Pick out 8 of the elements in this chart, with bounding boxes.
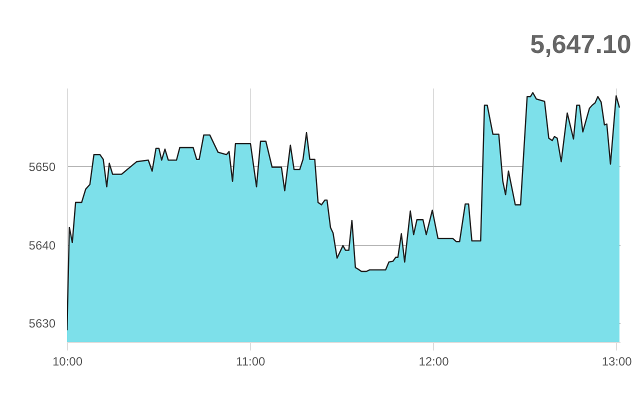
x-tick-label: 10:00	[52, 354, 83, 368]
y-tick-label: 5640	[28, 238, 56, 252]
x-tick-label: 13:00	[602, 354, 632, 368]
chart-title: 5,647.10	[530, 29, 632, 59]
x-tick-label: 11:00	[236, 354, 266, 368]
x-tick-label: 12:00	[418, 354, 450, 368]
y-tick-label: 5630	[28, 316, 56, 331]
y-tick-label: 5650	[28, 160, 56, 174]
